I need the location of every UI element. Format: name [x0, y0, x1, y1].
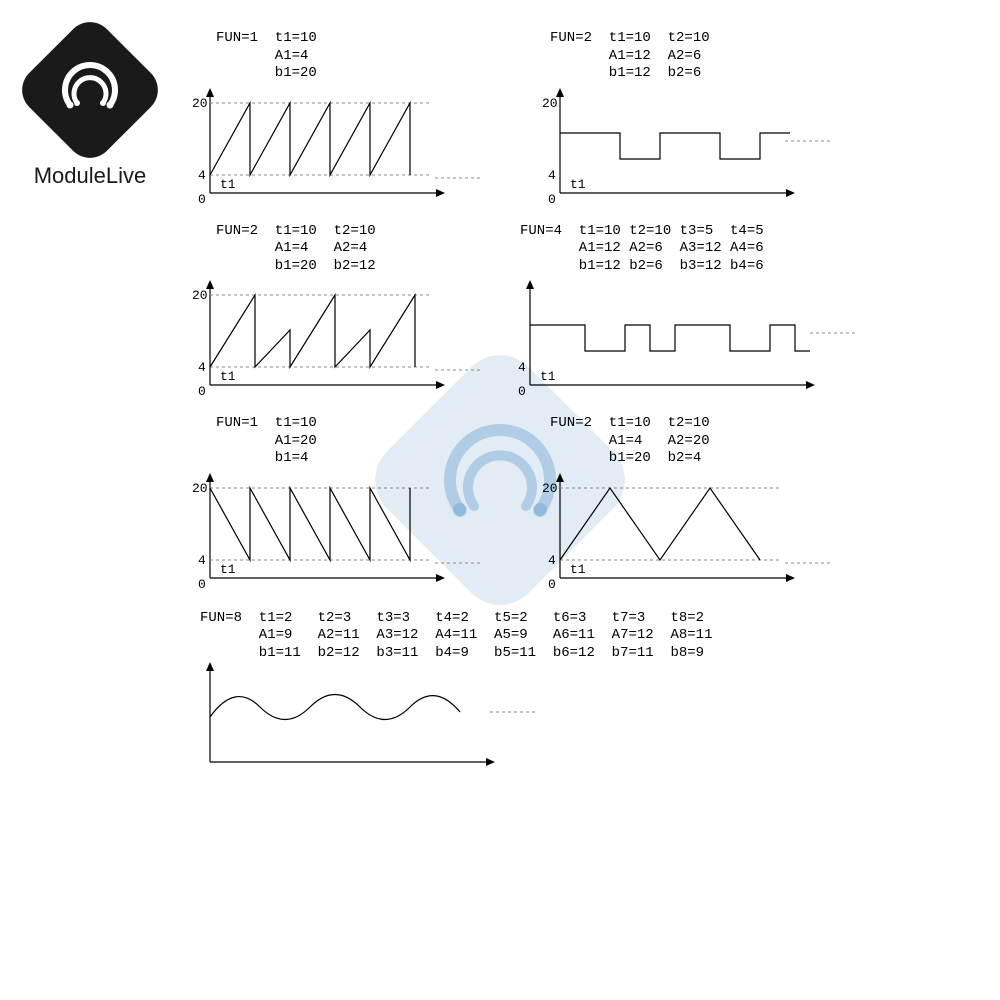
svg-text:0: 0 [198, 577, 206, 592]
svg-text:0: 0 [548, 577, 556, 592]
svg-text:20: 20 [192, 96, 208, 111]
svg-text:4: 4 [518, 360, 526, 375]
svg-text:t1: t1 [570, 177, 586, 192]
svg-text:t1: t1 [540, 369, 556, 384]
panel-4-params: FUN=4 t1=10 t2=10 t3=5 t4=5 A1=12 A2=6 A… [520, 223, 880, 276]
chart-4: 4 0 t1 [500, 275, 860, 405]
svg-text:t1: t1 [570, 562, 586, 577]
panel-6-params: FUN=2 t1=10 t2=10 A1=4 A2=20 b1=20 b2=4 [550, 415, 860, 468]
panel-1-params: FUN=1 t1=10 A1=4 b1=20 [216, 30, 510, 83]
svg-text:20: 20 [192, 481, 208, 496]
svg-text:t1: t1 [220, 177, 236, 192]
chart-1: 20 4 0 t1 [180, 83, 490, 213]
panel-5: FUN=1 t1=10 A1=20 b1=4 20 4 0 t1 [180, 415, 510, 598]
svg-text:0: 0 [548, 192, 556, 207]
svg-text:t1: t1 [220, 562, 236, 577]
svg-text:t1: t1 [220, 369, 236, 384]
svg-text:20: 20 [542, 481, 558, 496]
svg-text:0: 0 [518, 384, 526, 399]
svg-text:4: 4 [548, 168, 556, 183]
svg-text:4: 4 [198, 553, 206, 568]
chart-6: 20 4 0 t1 [530, 468, 840, 598]
panel-5-params: FUN=1 t1=10 A1=20 b1=4 [216, 415, 510, 468]
chart-7 [180, 662, 540, 782]
panel-6: FUN=2 t1=10 t2=10 A1=4 A2=20 b1=20 b2=4 … [530, 415, 860, 598]
chart-5: 20 4 0 t1 [180, 468, 490, 598]
svg-text:0: 0 [198, 192, 206, 207]
svg-text:4: 4 [198, 168, 206, 183]
panel-4: FUN=4 t1=10 t2=10 t3=5 t4=5 A1=12 A2=6 A… [500, 223, 880, 406]
chart-2: 20 4 0 t1 [530, 83, 840, 213]
svg-text:4: 4 [198, 360, 206, 375]
panel-2-params: FUN=2 t1=10 t2=10 A1=12 A2=6 b1=12 b2=6 [550, 30, 860, 83]
svg-text:20: 20 [542, 96, 558, 111]
svg-text:0: 0 [198, 384, 206, 399]
panel-3-params: FUN=2 t1=10 t2=10 A1=4 A2=4 b1=20 b2=12 [216, 223, 510, 276]
panel-7-params: FUN=8 t1=2 t2=3 t3=3 t4=2 t5=2 t6=3 t7=3… [200, 610, 1000, 663]
svg-text:4: 4 [548, 553, 556, 568]
panel-1: FUN=1 t1=10 A1=4 b1=20 20 4 0 t1 [180, 30, 510, 213]
panel-3: FUN=2 t1=10 t2=10 A1=4 A2=4 b1=20 b2=12 … [180, 223, 510, 406]
panel-2: FUN=2 t1=10 t2=10 A1=12 A2=6 b1=12 b2=6 … [530, 30, 860, 213]
chart-3: 20 4 0 t1 [180, 275, 490, 405]
svg-text:20: 20 [192, 288, 208, 303]
